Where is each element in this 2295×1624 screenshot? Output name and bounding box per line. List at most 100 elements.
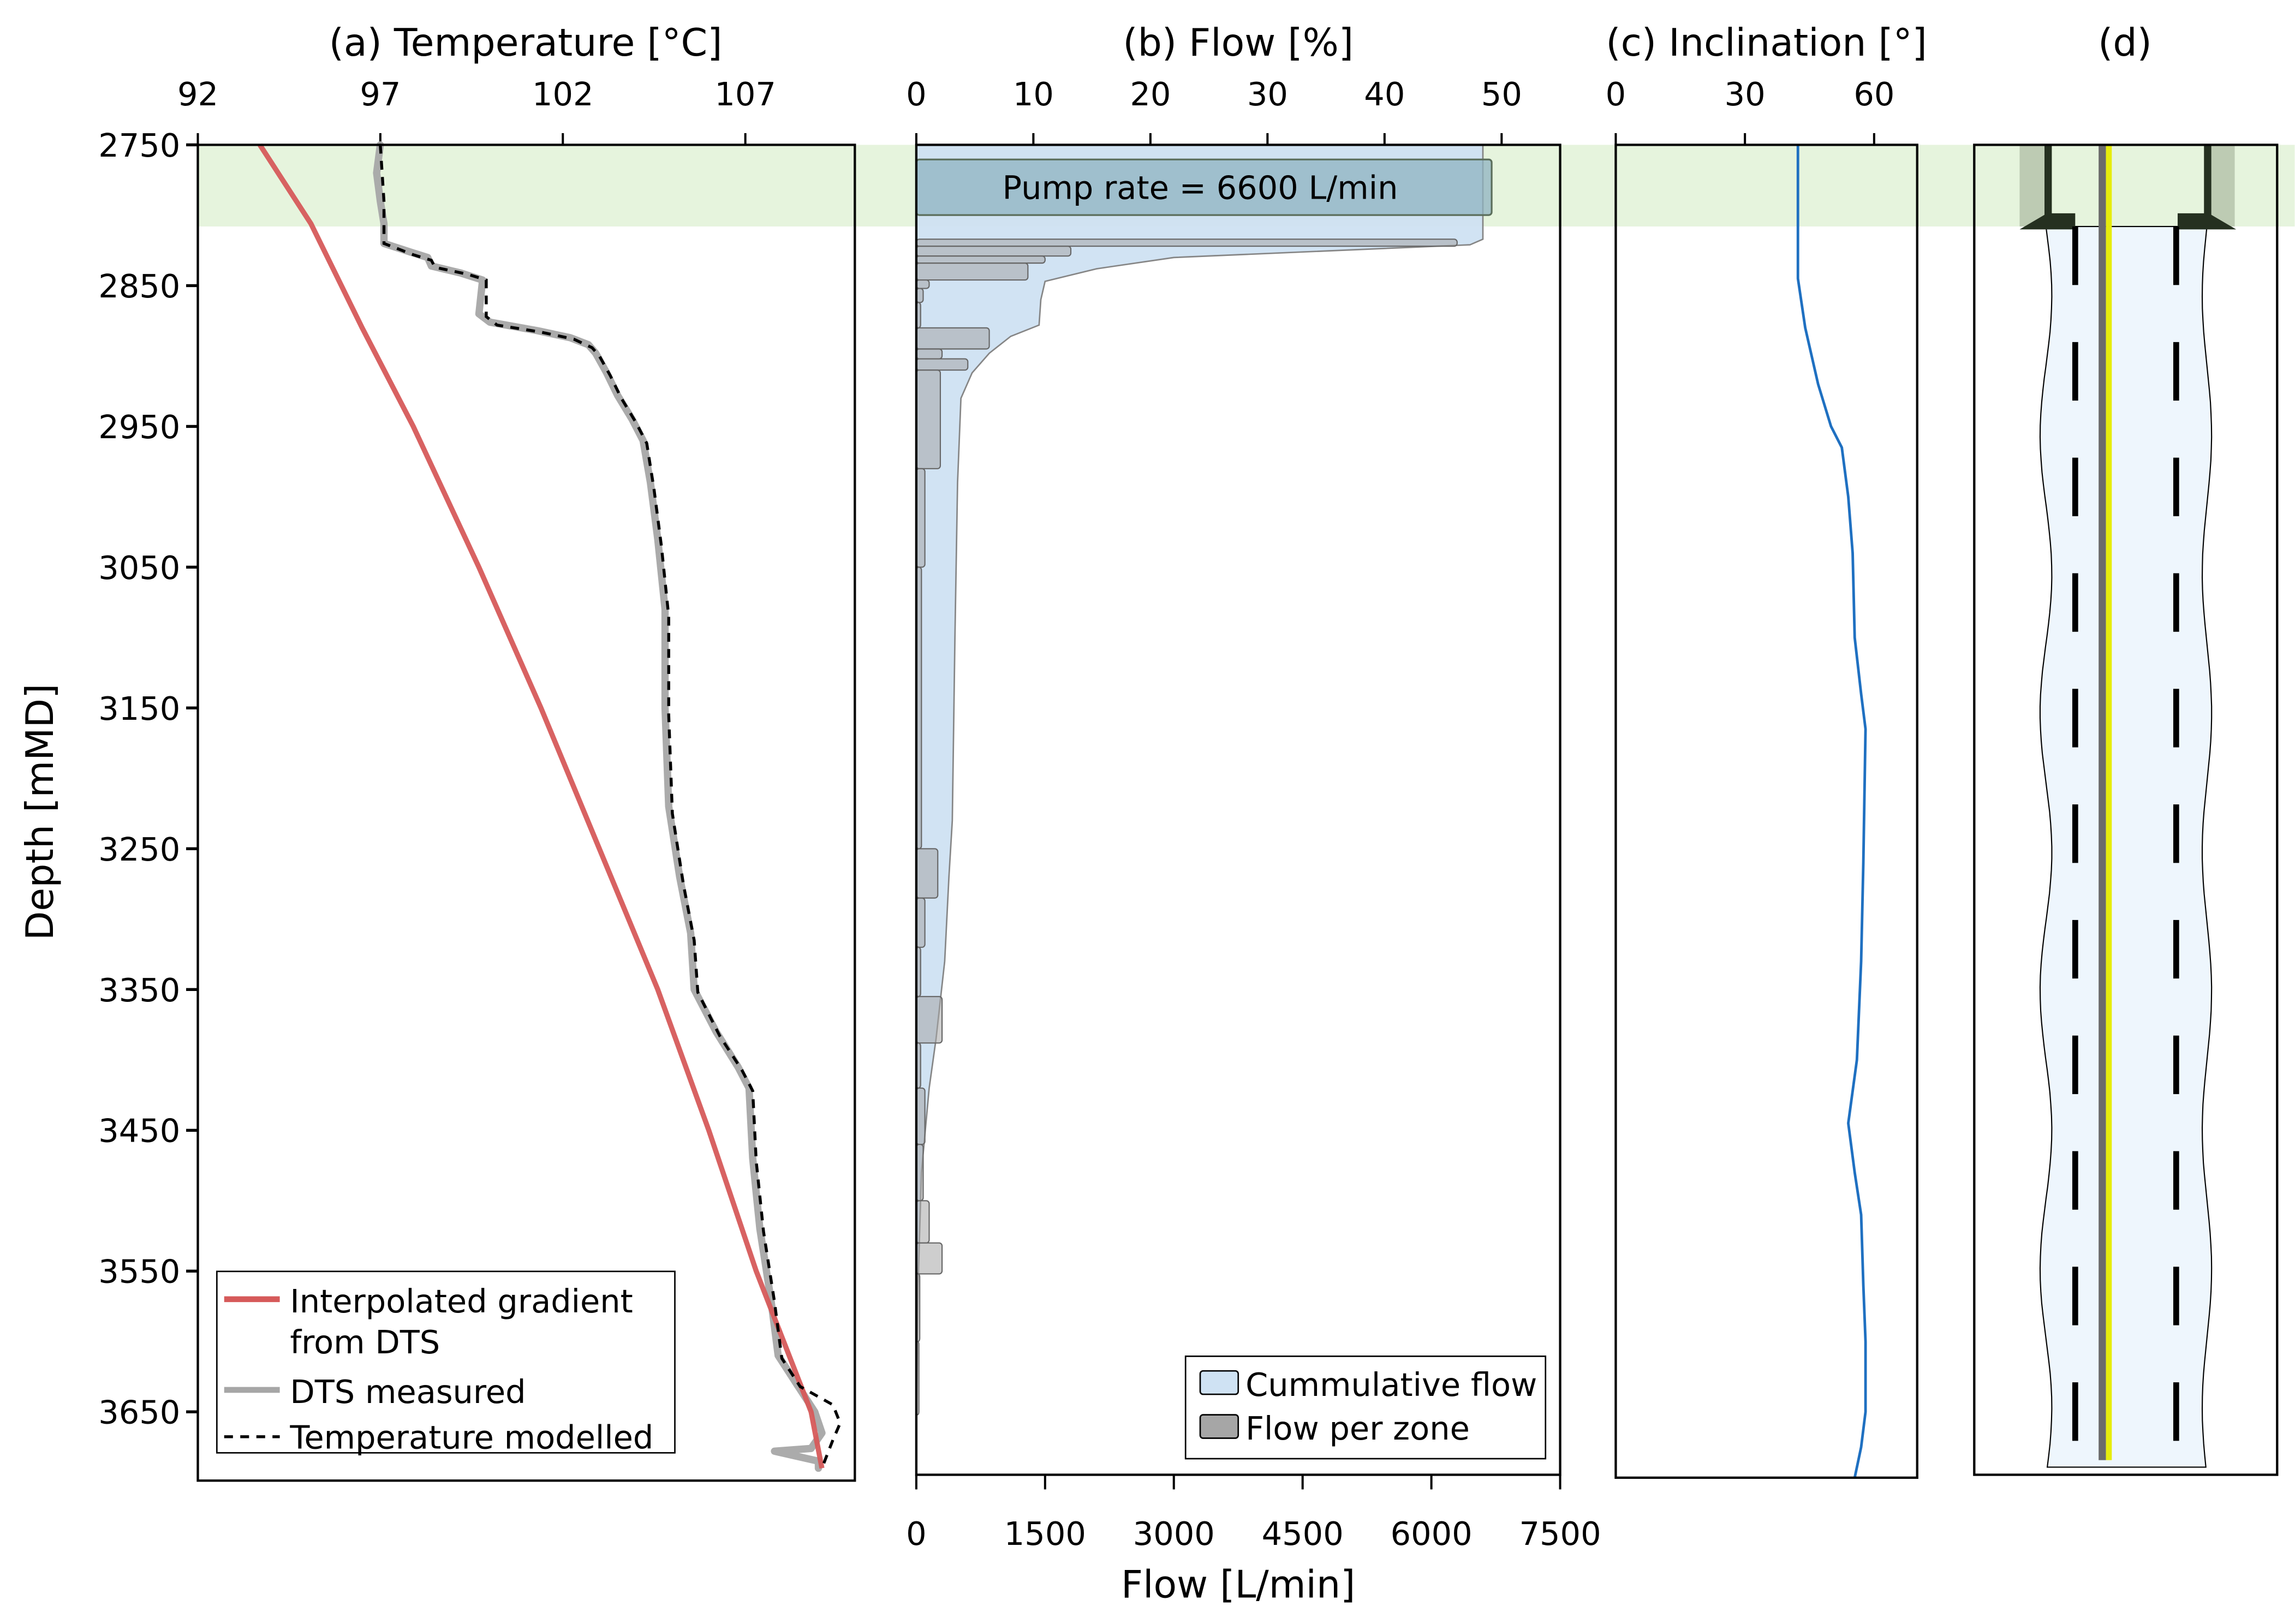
depth-tick-label: 2950	[98, 408, 180, 446]
legend-box	[216, 1270, 676, 1454]
temperature-modelled-line	[379, 145, 842, 1469]
legend-label-dts: DTS measured	[290, 1373, 526, 1411]
depth-tick-label: 3150	[98, 690, 180, 727]
flow-zone-bar	[915, 348, 943, 360]
liner-dash-left	[2072, 689, 2078, 748]
flow-zone-bar	[915, 262, 1029, 281]
flow-zone-bar	[915, 1242, 943, 1275]
liner-dash-left	[2072, 342, 2078, 401]
panel-a-frame	[196, 144, 856, 1482]
flow-tick-label: 0	[906, 1515, 927, 1553]
flow-zone-bar	[915, 848, 939, 899]
legend-label-cumulative: Cummulative flow	[1245, 1366, 1537, 1404]
tubing	[2099, 145, 2106, 1460]
liner-dash-right	[2173, 1267, 2179, 1326]
liner-dash-right	[2173, 920, 2179, 979]
flow-zone-bar	[915, 1087, 926, 1145]
flow-x-axis-label: Flow [L/min]	[1121, 1563, 1355, 1607]
liner-dash-right	[2173, 573, 2179, 632]
percent-tick-label: 40	[1364, 75, 1405, 113]
flow-tick-label: 7500	[1519, 1515, 1601, 1553]
legend-label-modelled: Temperature modelled	[289, 1418, 653, 1456]
temp-tick-label: 92	[177, 75, 218, 113]
panel-c-frame	[1614, 144, 1918, 1479]
depth-axis-label: Depth [mMD]	[18, 684, 62, 940]
flow-zone-bar	[915, 897, 926, 948]
liner-dash-right	[2173, 457, 2179, 516]
panel-inclination: 0 30 60	[1606, 75, 1918, 1479]
liner-dash-left	[2072, 226, 2078, 285]
flow-zone-bar	[915, 327, 990, 350]
liner-dash-right	[2173, 226, 2179, 285]
liner-dash-right	[2173, 342, 2179, 401]
liner-dash-right	[2173, 1035, 2179, 1094]
interpolated-gradient-line	[258, 143, 825, 1469]
liner-dash-left	[2072, 457, 2078, 516]
liner-dash-left	[2072, 1382, 2078, 1441]
depth-tick-label: 3650	[98, 1394, 180, 1431]
temp-tick-label: 107	[714, 75, 776, 113]
panel-d-frame	[1973, 144, 2279, 1476]
flow-zone-bar	[915, 238, 1458, 247]
liner-dash-right	[2173, 804, 2179, 863]
liner-dash-left	[2072, 920, 2078, 979]
temp-tick-label: 102	[532, 75, 594, 113]
legend-swatch-zone	[1199, 1414, 1239, 1439]
depth-tick-label: 2750	[98, 127, 180, 164]
depth-tick-label: 2850	[98, 267, 180, 305]
liner-dash-right	[2173, 689, 2179, 748]
panel-temperature: 2750 2850 2950 3050 3150 3250 3350 3450 3550 3650…	[98, 75, 856, 1482]
panel-b-title: (b) Flow [%]	[1123, 21, 1354, 65]
depth-tick-label: 3050	[98, 549, 180, 587]
dts-measured-line	[373, 141, 826, 1472]
percent-tick-label: 50	[1481, 75, 1522, 113]
panel-c-title: (c) Inclination [°]	[1606, 21, 1927, 65]
flow-zone-bar	[915, 255, 1046, 264]
pump-rate-label: Pump rate = 6600 L/min	[1003, 169, 1398, 207]
liner-dash-left	[2072, 1035, 2078, 1094]
panel-d-title: (d)	[2098, 21, 2152, 65]
liner-dash-left	[2072, 1151, 2078, 1210]
panel-flow: Pump rate = 6600 L/min 0 10 20 30 40 50 0 1500 30…	[906, 75, 1601, 1553]
percent-tick-label: 20	[1130, 75, 1171, 113]
casing-shoe-right	[2177, 145, 2237, 230]
depth-tick-label: 3250	[98, 831, 180, 868]
fiber-cable	[2106, 145, 2112, 1460]
flow-legend: Cummulative flow Flow per zone	[1184, 1356, 1547, 1460]
flow-zone-bar	[915, 1200, 930, 1244]
flow-tick-label: 4500	[1262, 1515, 1344, 1553]
percent-tick-label: 0	[906, 75, 927, 113]
legend-swatch-cumulative	[1199, 1370, 1239, 1395]
percent-tick-label: 30	[1247, 75, 1288, 113]
flow-zone-bar	[915, 369, 941, 469]
inclination-tick-label: 0	[1606, 75, 1626, 113]
flow-zone-bar	[915, 279, 930, 289]
cumulative-flow-area	[915, 144, 1484, 1412]
liner-dash-left	[2072, 804, 2078, 863]
panel-well-schematic	[1973, 144, 2279, 1476]
temp-tick-label: 97	[360, 75, 401, 113]
legend-label-gradient-2: from DTS	[290, 1323, 440, 1361]
cement-left	[2019, 145, 2049, 227]
panel-b-frame	[915, 144, 1561, 1476]
inclination-tick-label: 60	[1853, 75, 1894, 113]
legend-box	[1184, 1356, 1547, 1460]
flow-zone-bar	[915, 996, 943, 1044]
open-hole	[2039, 225, 2213, 1468]
flow-tick-label: 1500	[1004, 1515, 1086, 1553]
liner-dash-left	[2072, 1267, 2078, 1326]
inclination-tick-label: 30	[1725, 75, 1766, 113]
flow-zone-bar	[915, 246, 1072, 257]
legend-label-zone: Flow per zone	[1245, 1410, 1470, 1447]
legend-label-gradient: Interpolated gradient	[290, 1282, 633, 1320]
liner-dash-right	[2173, 1382, 2179, 1441]
panel-a-title: (a) Temperature [°C]	[329, 21, 723, 65]
depth-tick-label: 3350	[98, 971, 180, 1009]
flow-zone-bar	[915, 358, 969, 371]
flow-tick-label: 6000	[1391, 1515, 1473, 1553]
casing-shoe-left	[2019, 145, 2076, 230]
depth-tick-label: 3550	[98, 1253, 180, 1291]
flow-zone-bar	[915, 468, 926, 568]
